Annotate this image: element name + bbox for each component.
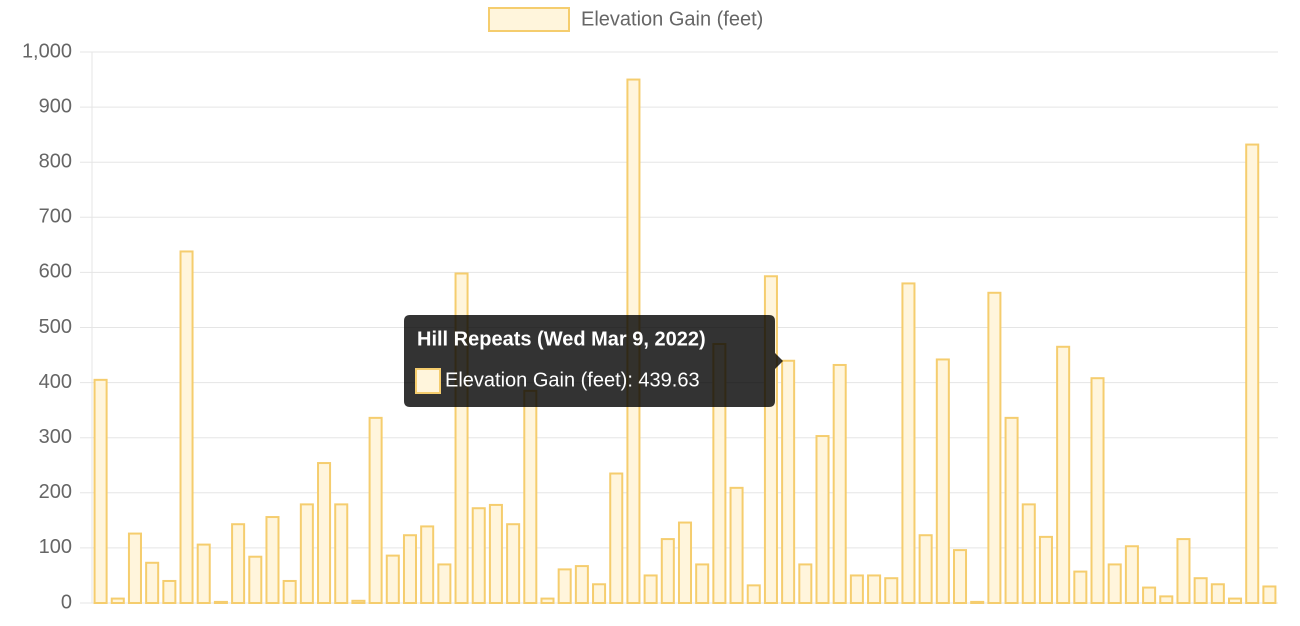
bar (213, 600, 228, 605)
plot-area: 0 100 200 300 400 500 600 700 800 900 1,000 (22, 40, 1278, 613)
bar (1262, 585, 1277, 604)
bar (832, 363, 847, 604)
bar (368, 416, 383, 605)
bar (110, 597, 125, 604)
y-tick-label: 600 (39, 261, 72, 283)
bar (574, 565, 589, 605)
bar (1142, 586, 1157, 605)
bar (1038, 535, 1053, 605)
bar (127, 532, 142, 604)
bar (420, 525, 435, 605)
bar (729, 486, 744, 604)
bar (987, 291, 1002, 604)
bar (282, 579, 297, 605)
bar (93, 378, 108, 604)
bar (849, 574, 864, 605)
bar (695, 563, 710, 604)
bar (867, 574, 882, 605)
bar (643, 574, 658, 605)
y-tick-label: 100 (39, 536, 72, 558)
tooltip: Hill Repeats (Wed Mar 9, 2022) Elevation… (404, 315, 783, 407)
bar (437, 563, 452, 604)
y-tick-label: 700 (39, 206, 72, 228)
bar (1021, 503, 1036, 604)
tooltip-box (404, 315, 783, 407)
bar (901, 282, 916, 604)
bar (781, 359, 796, 604)
bar (248, 555, 263, 605)
tooltip-label: Elevation Gain (feet): 439.63 (445, 369, 700, 391)
bar (179, 250, 194, 604)
bar (1176, 538, 1191, 604)
bar (815, 435, 830, 604)
bar (746, 584, 761, 604)
bar (918, 534, 933, 604)
bar (1090, 377, 1105, 604)
bar (677, 521, 693, 605)
bar (1056, 345, 1071, 604)
tooltip-swatch (415, 368, 441, 394)
bar (592, 583, 607, 604)
bar (660, 538, 675, 604)
bar (196, 543, 211, 604)
bar (935, 358, 950, 605)
bar (162, 579, 177, 605)
bar (506, 523, 521, 604)
bar (488, 503, 503, 604)
bar (317, 462, 332, 604)
bar (557, 568, 572, 604)
bar (1210, 583, 1225, 604)
bar (1073, 570, 1088, 605)
bar (351, 599, 366, 605)
bar (523, 389, 538, 604)
y-tick-label: 400 (39, 371, 72, 393)
y-tick-label: 0 (61, 591, 72, 613)
bar (798, 563, 813, 604)
legend-swatch (488, 7, 570, 32)
legend: Elevation Gain (feet) (488, 7, 763, 32)
y-tick-label: 800 (39, 150, 72, 172)
bar (385, 554, 400, 605)
bar (471, 507, 486, 604)
bar (1159, 595, 1174, 605)
bar (231, 523, 246, 604)
bar (1228, 597, 1243, 604)
bar (1245, 143, 1260, 604)
legend-label: Elevation Gain (feet) (581, 8, 763, 30)
y-tick-label: 1,000 (22, 40, 72, 62)
bar (1107, 563, 1122, 604)
bar (952, 549, 968, 605)
bar (884, 577, 899, 605)
bar (299, 503, 314, 604)
bar (540, 597, 555, 604)
bar (265, 516, 280, 605)
tooltip-title: Hill Repeats (Wed Mar 9, 2022) (417, 328, 706, 350)
y-tick-label: 200 (39, 481, 72, 503)
y-tick-label: 500 (39, 316, 72, 338)
bar (609, 472, 624, 605)
y-tick-label: 300 (39, 426, 72, 448)
bar (1193, 577, 1208, 605)
bar (970, 600, 985, 605)
y-tick-label: 900 (39, 95, 72, 117)
bar (334, 503, 349, 604)
bar (402, 534, 418, 604)
bar (1004, 416, 1019, 605)
bar (1124, 545, 1139, 605)
bar (145, 561, 160, 604)
